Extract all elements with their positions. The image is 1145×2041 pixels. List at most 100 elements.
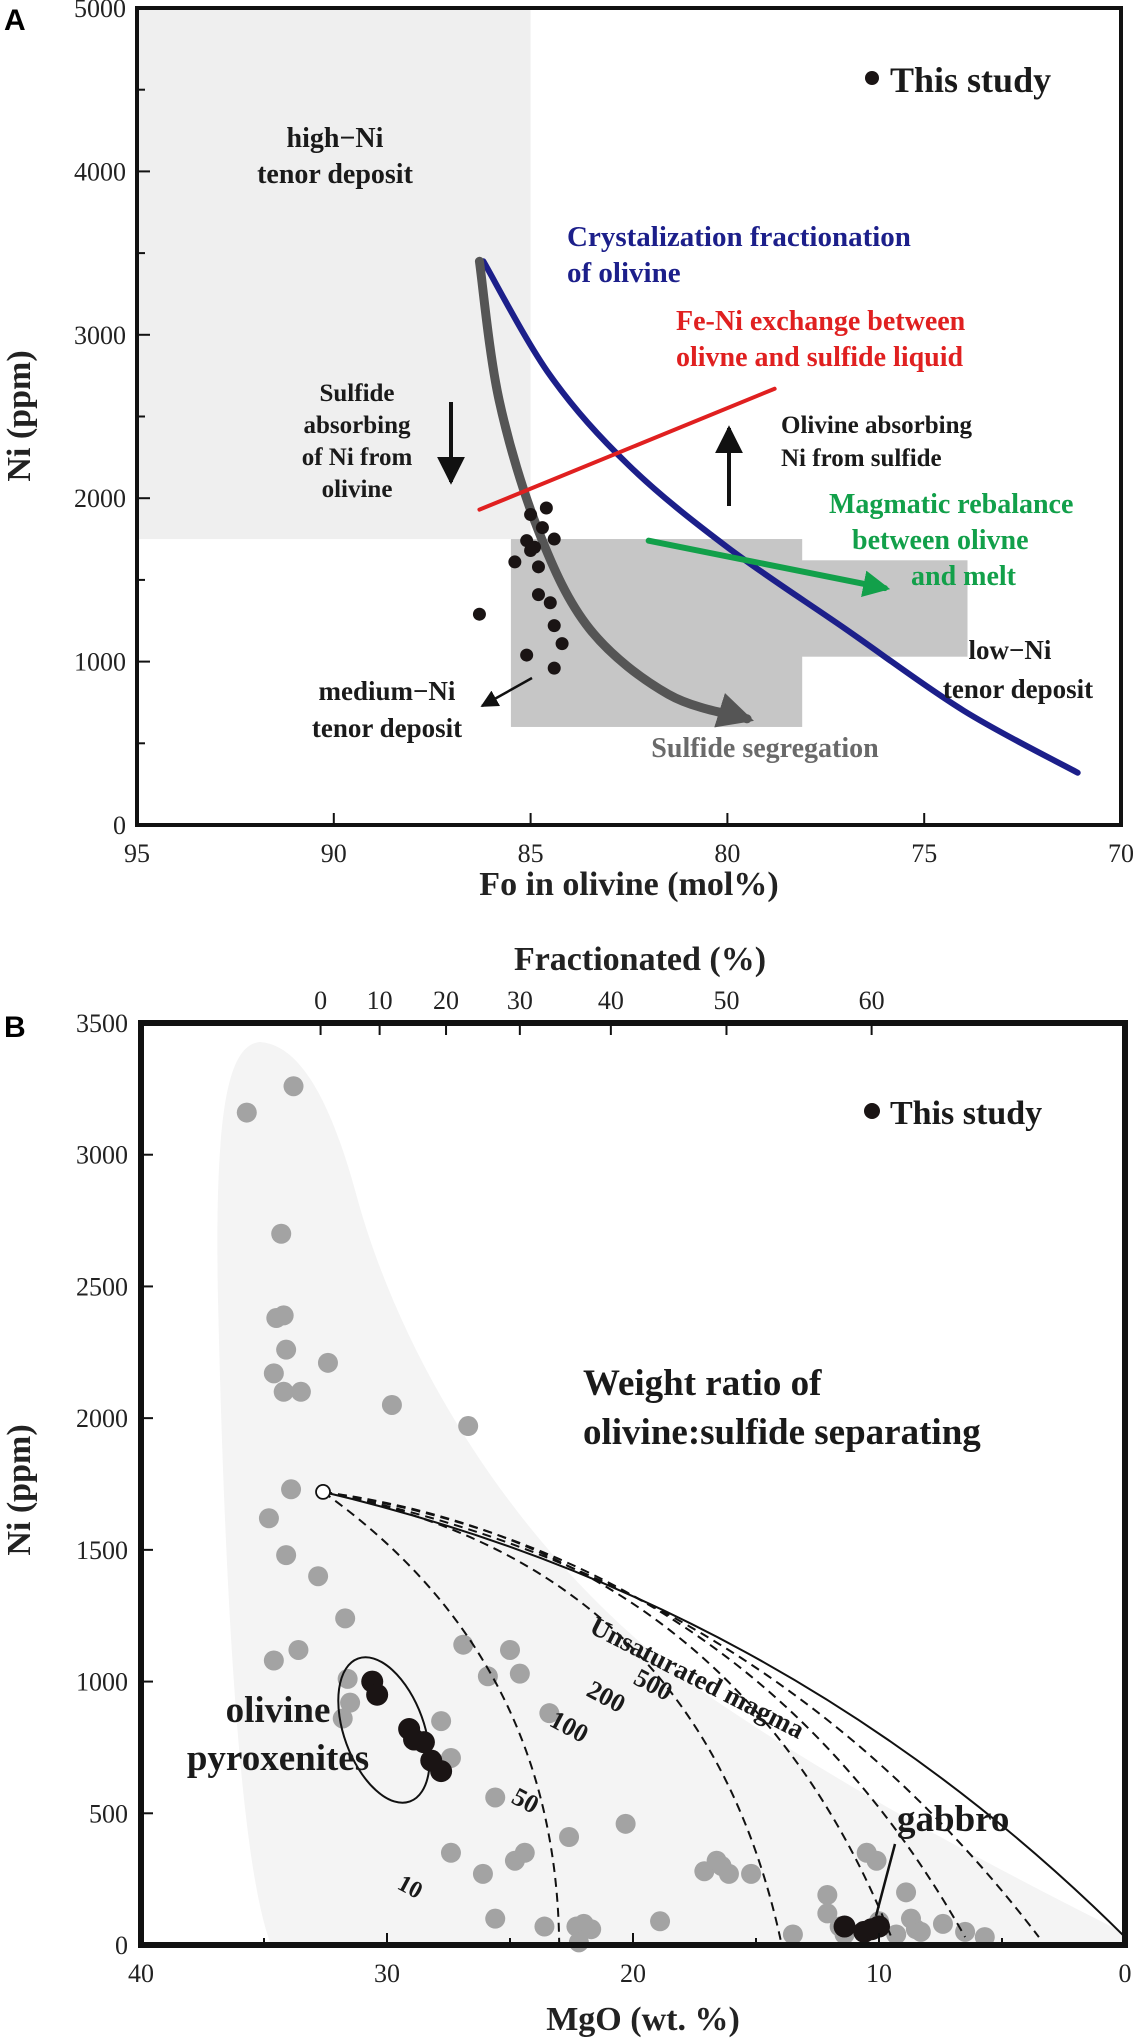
- literature-point: [896, 1882, 917, 1903]
- sulfide-absorbing-label-4: olivine: [322, 476, 393, 503]
- olivine-pyroxenites-label-2: pyroxenites: [187, 1738, 369, 1779]
- data-point: [535, 521, 549, 535]
- literature-point: [886, 1924, 907, 1945]
- y-tick-label: 4000: [74, 157, 126, 186]
- literature-point: [263, 1363, 284, 1384]
- curve-fe-ni-exchange: [477, 386, 777, 512]
- data-point: [531, 560, 545, 574]
- panel-a-axes: 95 90 85 80 75 70 0 1000 2000 3000 4000 5000 Fo in o…: [1, 0, 1134, 903]
- panel-b-model-curves: [315, 1484, 1126, 1946]
- literature-point: [910, 1921, 931, 1942]
- model-curve-500: [322, 1490, 1040, 1938]
- y-tick-label: 2000: [76, 1404, 128, 1433]
- literature-point: [509, 1663, 530, 1684]
- literature-point: [340, 1692, 361, 1713]
- panel-a-curves: [474, 256, 1081, 776]
- y-tick-label: 1000: [74, 648, 126, 677]
- sulfide-absorbing-label-1: Sulfide: [319, 380, 394, 407]
- segregation-label: Sulfide segregation: [651, 733, 879, 764]
- literature-point: [932, 1913, 953, 1934]
- low-ni-label-2: tenor deposit: [943, 674, 1093, 704]
- gabbro-pointer: [874, 1843, 897, 1917]
- literature-point: [283, 1076, 304, 1097]
- x-tick-label: 70: [1108, 839, 1134, 868]
- data-point: [508, 555, 522, 569]
- data-point: [472, 607, 486, 621]
- literature-point: [485, 1908, 506, 1929]
- top-tick-label: 10: [367, 986, 393, 1015]
- data-point: [524, 543, 538, 557]
- literature-point: [741, 1863, 762, 1884]
- high-ni-label-1: high−Ni: [287, 123, 384, 154]
- literature-point: [431, 1711, 452, 1732]
- literature-point: [263, 1650, 284, 1671]
- study-point: [430, 1760, 453, 1783]
- magmatic-label-1: Magmatic rebalance: [829, 489, 1073, 520]
- weight-ratio-label-2: olivine:sulfide separating: [583, 1412, 981, 1453]
- study-point: [833, 1915, 856, 1938]
- top-tick-label: 40: [598, 986, 624, 1015]
- panel-a-regions: [137, 8, 968, 727]
- panel-a-x-axis-label: Fo in olivine (mol%): [479, 866, 778, 903]
- feni-label-1: Fe-Ni exchange between: [676, 306, 966, 337]
- sulfide-absorbing-label-2: absorbing: [304, 412, 411, 439]
- panel-b-label: B: [4, 1011, 26, 1044]
- study-point: [366, 1683, 389, 1706]
- literature-point: [381, 1394, 402, 1415]
- weight-ratio-label-1: Weight ratio of: [583, 1363, 822, 1404]
- sulfide-absorbing-label-3: of Ni from: [302, 444, 413, 471]
- data-point: [524, 508, 538, 522]
- literature-point: [317, 1352, 338, 1373]
- x-tick-label: 95: [124, 839, 150, 868]
- x-tick-label: 0: [1119, 1959, 1132, 1988]
- y-tick-label: 0: [113, 811, 126, 840]
- y-tick-label: 500: [89, 1799, 128, 1828]
- curve-sulfide-segregation: [474, 256, 754, 728]
- x-tick-label: 20: [620, 1959, 646, 1988]
- x-tick-label: 10: [866, 1959, 892, 1988]
- y-tick-label: 2500: [76, 1272, 128, 1301]
- literature-point: [273, 1381, 294, 1402]
- literature-point: [581, 1919, 602, 1940]
- panel-b-study-points: [361, 1670, 890, 1943]
- study-point: [412, 1731, 435, 1754]
- model-curve-10: [322, 1491, 561, 1946]
- medium-ni-label-1: medium−Ni: [319, 676, 456, 706]
- curve-magmatic-rebalance: [645, 537, 891, 598]
- literature-point: [559, 1826, 580, 1847]
- literature-point: [453, 1634, 474, 1655]
- x-tick-label: 75: [911, 839, 937, 868]
- panel-a-legend-marker: [865, 71, 879, 85]
- literature-point: [273, 1305, 294, 1326]
- literature-point: [290, 1381, 311, 1402]
- literature-point: [332, 1708, 353, 1729]
- literature-point: [650, 1911, 671, 1932]
- crystallization-label-1: Crystalization fractionation: [567, 221, 911, 253]
- literature-point: [782, 1924, 803, 1945]
- literature-point: [308, 1566, 329, 1587]
- y-tick-label: 3000: [74, 321, 126, 350]
- top-tick-label: 20: [433, 986, 459, 1015]
- top-tick-label: 30: [507, 986, 533, 1015]
- literature-point: [514, 1842, 535, 1863]
- literature-point: [539, 1703, 560, 1724]
- y-tick-label: 1000: [76, 1668, 128, 1697]
- literature-point: [866, 1850, 887, 1871]
- x-tick-label: 85: [518, 839, 544, 868]
- olivine-pyroxenite-ellipse: [337, 1656, 431, 1804]
- literature-point: [500, 1639, 520, 1660]
- data-point: [531, 588, 545, 602]
- literature-point: [258, 1508, 279, 1529]
- literature-point: [485, 1787, 506, 1808]
- model-curve-200: [322, 1490, 966, 1938]
- panel-a-label: A: [4, 4, 26, 37]
- top-tick-label: 50: [713, 986, 739, 1015]
- y-tick-label: 2000: [74, 484, 126, 513]
- olivine-pyroxenites-label-1: olivine: [226, 1690, 331, 1731]
- study-point: [868, 1915, 890, 1938]
- data-point: [555, 637, 569, 651]
- magmatic-label-2: between olivne: [852, 525, 1029, 556]
- panel-b-top-axis-label: Fractionated (%): [514, 941, 766, 978]
- x-tick-label: 30: [374, 1959, 400, 1988]
